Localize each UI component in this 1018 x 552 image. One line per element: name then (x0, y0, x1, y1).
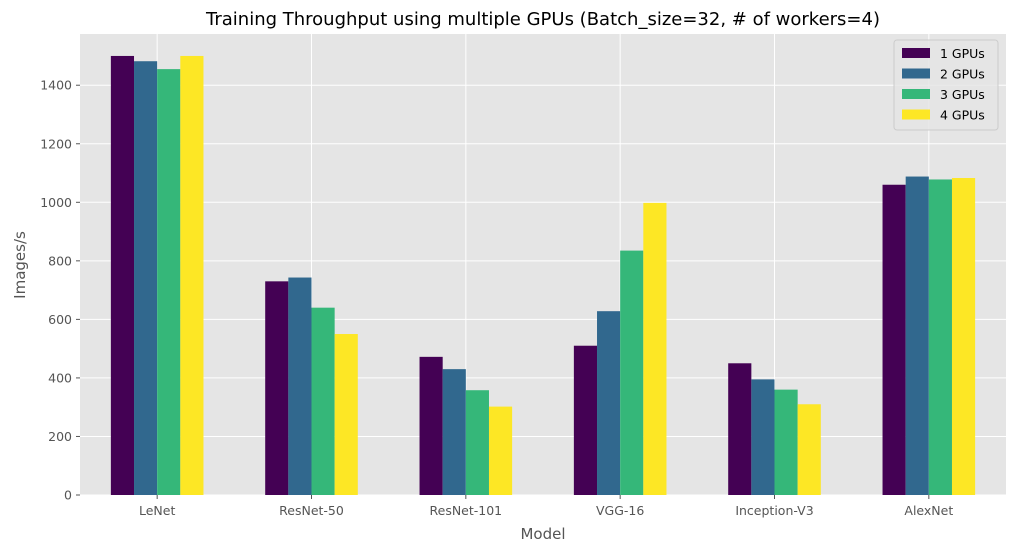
y-axis-ticks: 0 200 400 600 800 1000 1200 1400 (40, 78, 80, 503)
y-tick-label: 800 (48, 253, 72, 268)
y-tick-label: 200 (48, 429, 72, 444)
bars (110, 55, 976, 496)
x-tick-label: ResNet-101 (430, 503, 503, 518)
bar (597, 311, 621, 495)
bar (157, 69, 181, 495)
bar (882, 184, 906, 495)
bar (774, 389, 798, 495)
bar (573, 345, 598, 495)
y-tick-label: 400 (48, 370, 72, 385)
bar (442, 369, 466, 495)
x-tick-label: VGG-16 (596, 503, 644, 518)
x-tick-label: ResNet-50 (279, 503, 344, 518)
x-axis-ticks: LeNet ResNet-50 ResNet-101 VGG-16 Inception-… (139, 495, 953, 518)
bar (728, 363, 752, 495)
y-tick-label: 600 (48, 312, 72, 327)
bar (334, 334, 358, 495)
plot-area (80, 34, 1006, 495)
x-axis-label: Model (520, 525, 565, 543)
legend-swatch (902, 48, 930, 58)
bar (288, 277, 312, 495)
bar (751, 379, 775, 495)
bar (134, 61, 158, 496)
x-tick-label: AlexNet (904, 503, 953, 518)
y-axis-label: Images/s (11, 231, 29, 299)
bar (928, 179, 952, 495)
legend-label: 1 GPUs (940, 46, 985, 61)
legend-label: 2 GPUs (940, 67, 985, 82)
y-tick-label: 1200 (40, 136, 72, 151)
legend-swatch (902, 68, 930, 79)
bar (643, 202, 667, 496)
y-tick-label: 0 (64, 488, 72, 503)
bar (311, 307, 335, 495)
x-tick-label: Inception-V3 (735, 503, 813, 518)
bar (620, 250, 644, 495)
y-tick-label: 1000 (40, 195, 72, 210)
y-tick-label: 1400 (40, 78, 72, 93)
bar (465, 390, 489, 495)
legend-swatch (902, 109, 930, 120)
bar (951, 178, 976, 495)
x-tick-label: LeNet (139, 503, 175, 518)
chart-title: Training Throughput using multiple GPUs … (205, 9, 880, 30)
bar (419, 356, 443, 495)
bar (905, 176, 929, 495)
legend-swatch (902, 89, 930, 99)
legend-label: 3 GPUs (940, 87, 985, 102)
legend-box (893, 39, 999, 131)
legend-label: 4 GPUs (940, 108, 985, 123)
bar (110, 55, 135, 495)
legend: 1 GPUs 2 GPUs 3 GPUs 4 GPUs (893, 39, 999, 131)
bar (797, 404, 821, 495)
bar (488, 406, 513, 495)
bar (265, 281, 289, 495)
bar (180, 55, 204, 495)
